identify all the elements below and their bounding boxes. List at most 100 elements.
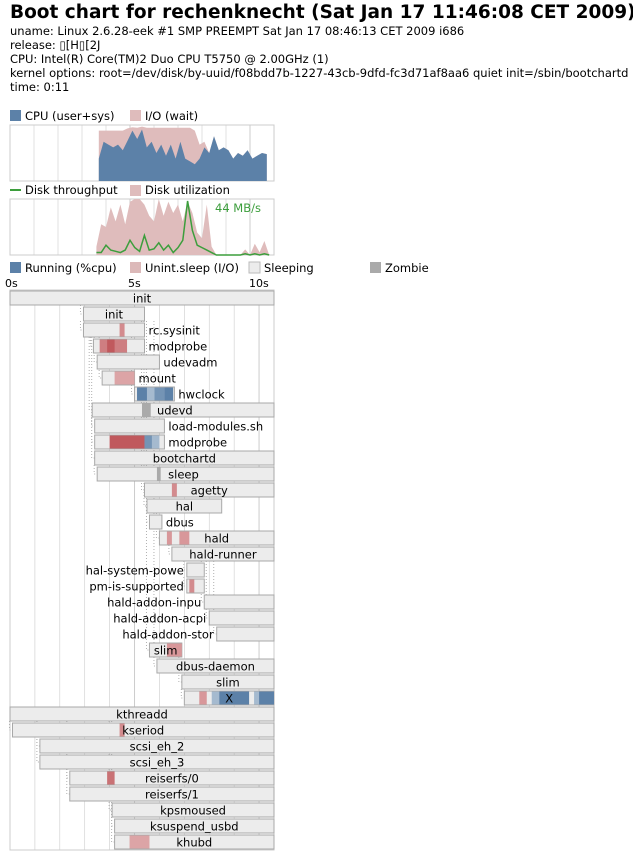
legend-unint-swatch [130,262,141,273]
state-running-segment [144,435,152,449]
process-row: modprobe [94,434,227,450]
legend-running-swatch [10,262,21,273]
process-row: rc.sysinit [82,322,200,338]
process-bar [171,546,275,562]
process-bar [69,770,275,786]
process-bar [39,754,275,770]
process-bar [208,610,275,626]
state-unint-segment [114,371,135,385]
process-bar [216,626,275,642]
process-row: hald-runner [171,546,275,562]
state-running-segment [154,387,165,401]
process-row: init [82,306,145,322]
state-unint-segment [166,531,172,545]
process-bar [203,594,275,610]
process-name: init [133,292,152,306]
process-row: reiserfs/1 [69,786,275,802]
process-bar [186,562,205,578]
tree-connector [8,721,13,731]
process-row: khubd [114,834,275,850]
legend-io-label: I/O (wait) [145,109,198,123]
process-name: dbus [166,516,194,530]
kernel-options-line: kernel options: root=/dev/disk/by-uuid/f… [10,66,629,80]
process-name: hald [204,532,229,546]
legend-zombie-swatch [370,262,381,273]
process-row: dbus-daemon [156,658,275,674]
process-row: hald [158,530,275,546]
process-name: mount [139,372,177,386]
process-bar [69,786,275,802]
disk-chart: Disk throughput Disk utilization 44 MB/s [9,183,275,256]
process-name: kthreadd [116,708,168,722]
process-row: scsi_eh_2 [39,738,275,754]
tree-connector [183,577,187,587]
state-running-segment [151,435,160,449]
process-row: hwclock [134,386,225,402]
legend-sleeping-swatch [248,261,261,274]
process-bar [114,818,275,834]
process-row: hald-addon-inpu [107,594,275,610]
legend-unint-label: Unint.sleep (I/O) [145,261,239,275]
process-name: modprobe [148,340,207,354]
legend-disk-utilization-label: Disk utilization [145,183,230,197]
state-unint-segment [189,579,195,593]
process-row: ksuspend_usbd [114,818,275,834]
process-bar [148,514,163,530]
process-row: slim [181,674,275,690]
process-name: agetty [191,484,228,498]
legend-cpu-swatch [10,110,21,121]
process-name: reiserfs/0 [145,772,199,786]
process-name: pm-is-supported [89,580,184,594]
process-name: ksuspend_usbd [150,820,239,834]
process-bar [91,402,275,418]
process-name: init [105,308,124,322]
process-name: sleep [168,468,199,482]
state-unint-segment [119,723,125,737]
process-bar [9,290,275,306]
tick-label-5s: 5s [128,277,141,290]
process-legend: Running (%cpu) Unint.sleep (I/O) Sleepin… [10,261,429,275]
process-bar [94,418,165,434]
tree-connector [178,657,182,683]
process-bar [111,802,275,818]
process-bar [156,658,275,674]
process-bar [181,674,275,690]
process-name: khubd [176,836,212,850]
cpu-usage-area [98,129,267,181]
process-name: hald-runner [189,548,257,562]
disk-throughput-line [96,200,270,256]
process-row: hal [146,498,223,514]
state-running-segment [164,387,174,401]
legend-running-label: Running (%cpu) [25,261,117,275]
process-name: slim [216,676,240,690]
process-name: slim [154,644,178,658]
process-row: reiserfs/0 [69,770,275,786]
tick-label-0s: 0s [5,277,18,290]
process-name: modprobe [168,436,227,450]
state-unint-segment [107,771,115,785]
legend-disk-throughput-label: Disk throughput [25,183,118,197]
process-name: dbus-daemon [176,660,255,674]
process-bar [96,354,160,370]
tree-connector [143,321,147,507]
tree-connector [111,721,115,843]
process-name: hal-system-powe [86,564,184,578]
state-unint-segment [171,483,177,497]
process-row: mount [101,370,177,386]
state-unint-segment [199,691,207,705]
state-unint-segment [109,435,145,449]
disk-throughput-peak-label: 44 MB/s [215,201,261,215]
state-running-segment [137,387,147,401]
process-bar [114,834,275,850]
process-row: udevd [91,402,275,418]
process-name: rc.sysinit [148,324,200,338]
process-row: dbus [148,514,194,530]
tree-connector [213,561,217,635]
time-line: time: 0:11 [10,80,70,94]
process-row: agetty [143,482,275,498]
process-row: load-modules.sh [94,418,263,434]
uname-line: uname: Linux 2.6.28-eek #1 SMP PREEMPT S… [10,24,465,38]
state-running-segment [259,691,274,705]
state-unint-segment [129,835,150,849]
